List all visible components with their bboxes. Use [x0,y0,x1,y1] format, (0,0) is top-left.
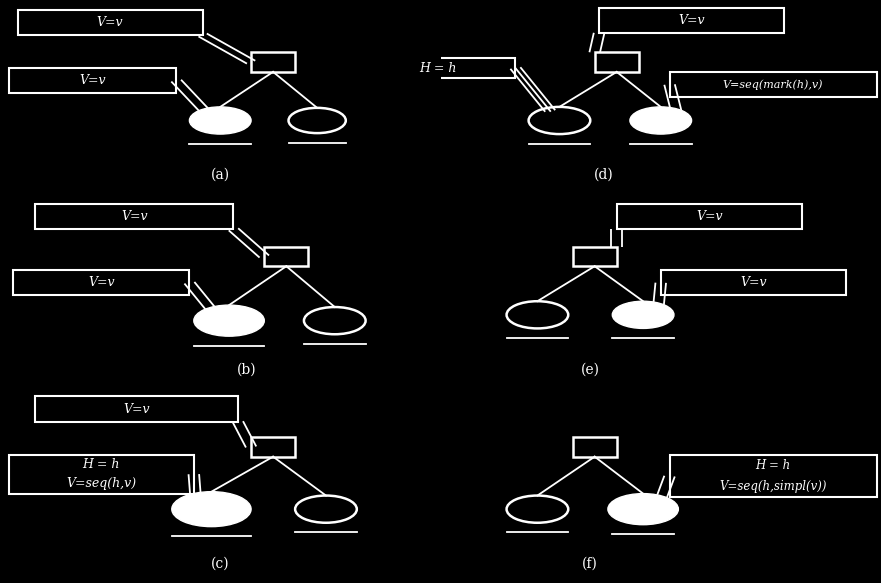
Bar [13,270,189,296]
Circle shape [612,301,674,328]
Text: V=v: V=v [123,403,150,416]
Circle shape [172,491,251,526]
Text: (d): (d) [594,168,613,182]
Text: (a): (a) [211,168,230,182]
Bar [595,52,639,72]
Bar [670,72,877,97]
Bar [617,204,802,229]
Text: H = h: H = h [419,62,457,75]
Text: V=seq(mark(h),v): V=seq(mark(h),v) [722,79,824,90]
Bar [573,247,617,266]
Circle shape [194,305,264,336]
Text: (e): (e) [581,362,600,376]
Bar [35,204,233,229]
Text: V=v: V=v [740,276,766,289]
Text: V=v: V=v [678,14,705,27]
Bar [670,455,877,497]
Circle shape [189,107,251,134]
Bar [361,58,515,78]
Text: (c): (c) [211,557,230,571]
Text: V=v: V=v [88,276,115,289]
Bar [251,52,295,72]
Bar [9,68,176,93]
Text: V=v: V=v [97,16,123,29]
Circle shape [288,108,345,133]
Circle shape [630,107,692,134]
Text: V=v: V=v [121,210,148,223]
Bar [661,270,846,296]
Circle shape [295,496,357,523]
Circle shape [529,107,590,134]
Bar [599,8,784,33]
Bar [35,396,238,422]
Text: H = h: H = h [755,459,791,472]
Bar [251,437,295,456]
Bar [18,10,203,35]
Circle shape [304,307,366,334]
Text: V=seq(h,v): V=seq(h,v) [66,477,137,490]
Text: V=v: V=v [696,210,722,223]
Text: V=v: V=v [79,74,106,87]
Bar [573,437,617,456]
Circle shape [507,496,568,523]
Text: H = h: H = h [83,458,120,471]
Circle shape [507,301,568,328]
Circle shape [608,494,678,525]
Bar [9,455,194,494]
Text: V=seq(h,simpl(v)): V=seq(h,simpl(v)) [719,480,827,493]
Text: (f): (f) [582,557,598,571]
Text: (b): (b) [237,362,256,376]
Bar [264,247,308,266]
